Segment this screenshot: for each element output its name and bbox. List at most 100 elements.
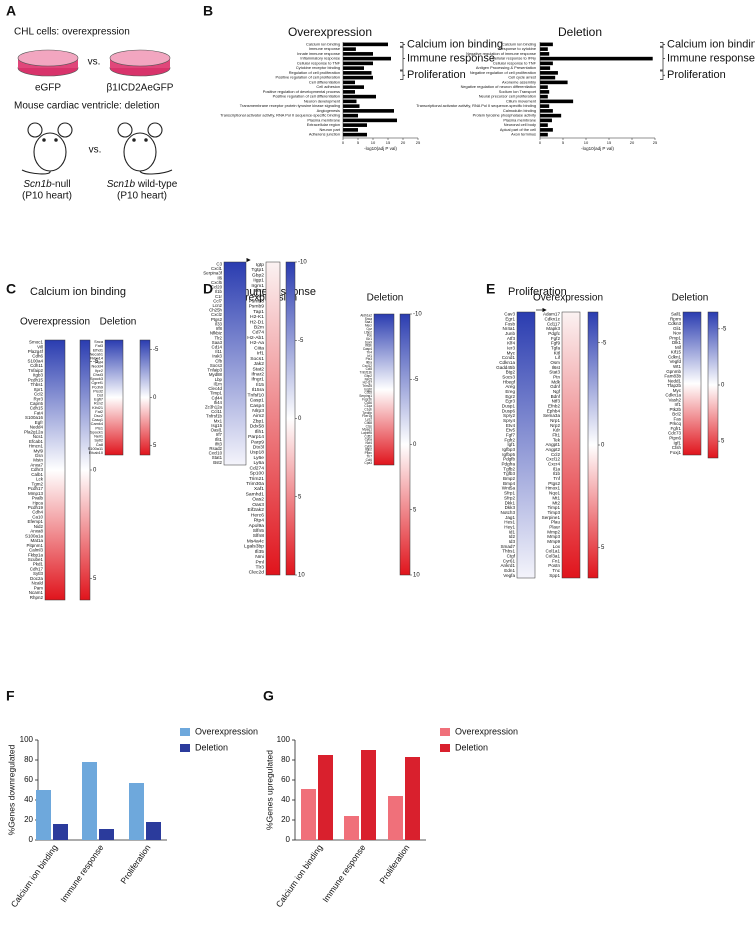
y-tick-label: 0: [286, 835, 291, 844]
gene-label: Cdh15: [30, 406, 44, 411]
gene-label: Cd117: [547, 321, 561, 326]
gene-label: Gbp3: [252, 293, 264, 299]
gene-label: Nfkbiz: [210, 331, 222, 336]
gene-label: Fgfr2: [504, 437, 515, 442]
gene-label: Fat3: [95, 343, 103, 348]
gene-label: Fam83b: [664, 374, 681, 379]
gene-label: Sfrp2: [504, 495, 515, 500]
gene-label: Ryr3: [34, 396, 44, 401]
gene-label: Ccl20: [211, 285, 223, 290]
gene-label: Lox: [553, 544, 561, 549]
gene-label: Cdkn1a: [499, 360, 515, 365]
category-label: Neuronal cell body: [504, 122, 536, 127]
gene-label: Ncs1: [33, 434, 44, 439]
category-label: Cellular response to TNF: [297, 60, 341, 65]
gene-label: Tlr7: [367, 454, 373, 458]
gene-label: Slfn8: [253, 533, 265, 539]
gene-label: Ntf3: [552, 399, 561, 404]
gene-label: Tgm2: [32, 481, 44, 486]
gene-label: Ccl6: [366, 458, 373, 462]
gene-label: Cdh4: [32, 510, 43, 515]
gene-label: Hmox1: [545, 486, 560, 491]
colorbar-tick-label: -5: [298, 338, 304, 344]
gene-label: Isg20: [364, 387, 372, 391]
gene-label: Casp4: [363, 347, 372, 351]
bar: [343, 132, 367, 137]
gene-label: Pvalb: [32, 496, 44, 501]
bar: [540, 109, 553, 113]
bar: [540, 56, 653, 61]
x-axis-label: -log10(adj P val): [581, 146, 614, 151]
colorbar-tick-label: 0: [721, 383, 725, 389]
colorbar-tick-label: 5: [601, 545, 605, 551]
category-label: Apical part of the cell: [500, 127, 536, 132]
gene-label: Il6st: [552, 365, 561, 370]
gene-label: Tfap2b: [667, 383, 682, 388]
vs-label: vs.: [89, 145, 102, 156]
gene-label: Ccl2: [551, 452, 561, 457]
gene-label: Socs1: [250, 356, 264, 362]
x-tick-label: 0: [539, 140, 542, 145]
gene-label: Lbp: [215, 377, 223, 382]
bar: [343, 71, 372, 75]
gene-label: Ereg: [505, 389, 515, 394]
group-title: Overexpression: [20, 317, 90, 328]
gene-label: Pmp1: [669, 335, 681, 340]
gene-label: Postn: [548, 563, 560, 568]
gene-label: Fosb: [505, 321, 516, 326]
x-tick-label: 10: [371, 140, 376, 145]
gene-label: Ccl2: [34, 392, 43, 397]
mouse-age: (P10 heart): [117, 191, 167, 202]
gene-label: Psmb9: [249, 304, 265, 310]
y-tick-label: 100: [277, 735, 291, 744]
gene-label: Timp3: [547, 510, 560, 515]
gene-label: Nov: [673, 331, 682, 336]
gene-label: Tnfaip2: [28, 368, 43, 373]
colorbar-tick-label: -10: [413, 312, 422, 318]
gene-label: Cav3: [504, 312, 515, 317]
gene-label: Cd44: [212, 395, 223, 400]
gene: Scn1b: [23, 179, 52, 190]
panel-title: Calcium ion binding: [30, 286, 126, 298]
gene-label: Myd88: [209, 372, 223, 377]
gene-label: Fat4: [34, 410, 43, 415]
gene-label: Cpa3: [364, 461, 372, 465]
y-tick-label: 100: [20, 735, 34, 744]
gene-label: Socs3: [210, 363, 223, 368]
gene-label: Cxcl5: [211, 280, 223, 285]
gene-label: Col1a1: [545, 549, 560, 554]
bar: [318, 755, 333, 840]
gene-label: Gpnmb: [666, 369, 681, 374]
gene-label: Cxcr4: [548, 462, 560, 467]
gene-label: Samhd1: [246, 491, 265, 497]
gene-label: Il33: [215, 321, 223, 326]
bar: [343, 128, 358, 132]
gene-label: Tnfaip3: [207, 368, 222, 373]
gene-label: Nell1: [94, 434, 103, 439]
bar: [343, 47, 356, 51]
gene-label: C3: [216, 261, 222, 266]
gene-label: Eif2ak2: [248, 507, 265, 513]
gene-label: Irf7: [216, 432, 223, 437]
gene-label: Tnfrsf1b: [206, 414, 223, 419]
gene-label: Necab1: [90, 351, 103, 356]
gene-label: Col3a1: [545, 553, 560, 558]
gene-label: Pls1: [95, 425, 103, 430]
gene-label: Etv4: [506, 423, 516, 428]
gene-label: Mt2: [552, 500, 560, 505]
gene-label: Apol9a: [249, 523, 265, 529]
gene-label: Il15ra: [252, 387, 265, 393]
x-tick-label: Immune response: [58, 842, 105, 904]
category-label: Extracellular region: [307, 122, 340, 127]
gene-label: Ciita: [254, 345, 264, 351]
gene-label: Casp1: [250, 398, 265, 404]
category-label: Plasma membrane: [307, 117, 340, 122]
gene-label: Spry4: [503, 418, 515, 423]
gene-label: Tnc: [552, 568, 560, 573]
gene-label: Dusp6: [502, 408, 516, 413]
bar: [129, 783, 144, 840]
bracket-label: Proliferation: [407, 69, 466, 81]
gene-label: Spry2: [503, 413, 515, 418]
gene-label: Edn1: [504, 568, 515, 573]
gene-label: Sfrp1: [504, 491, 515, 496]
